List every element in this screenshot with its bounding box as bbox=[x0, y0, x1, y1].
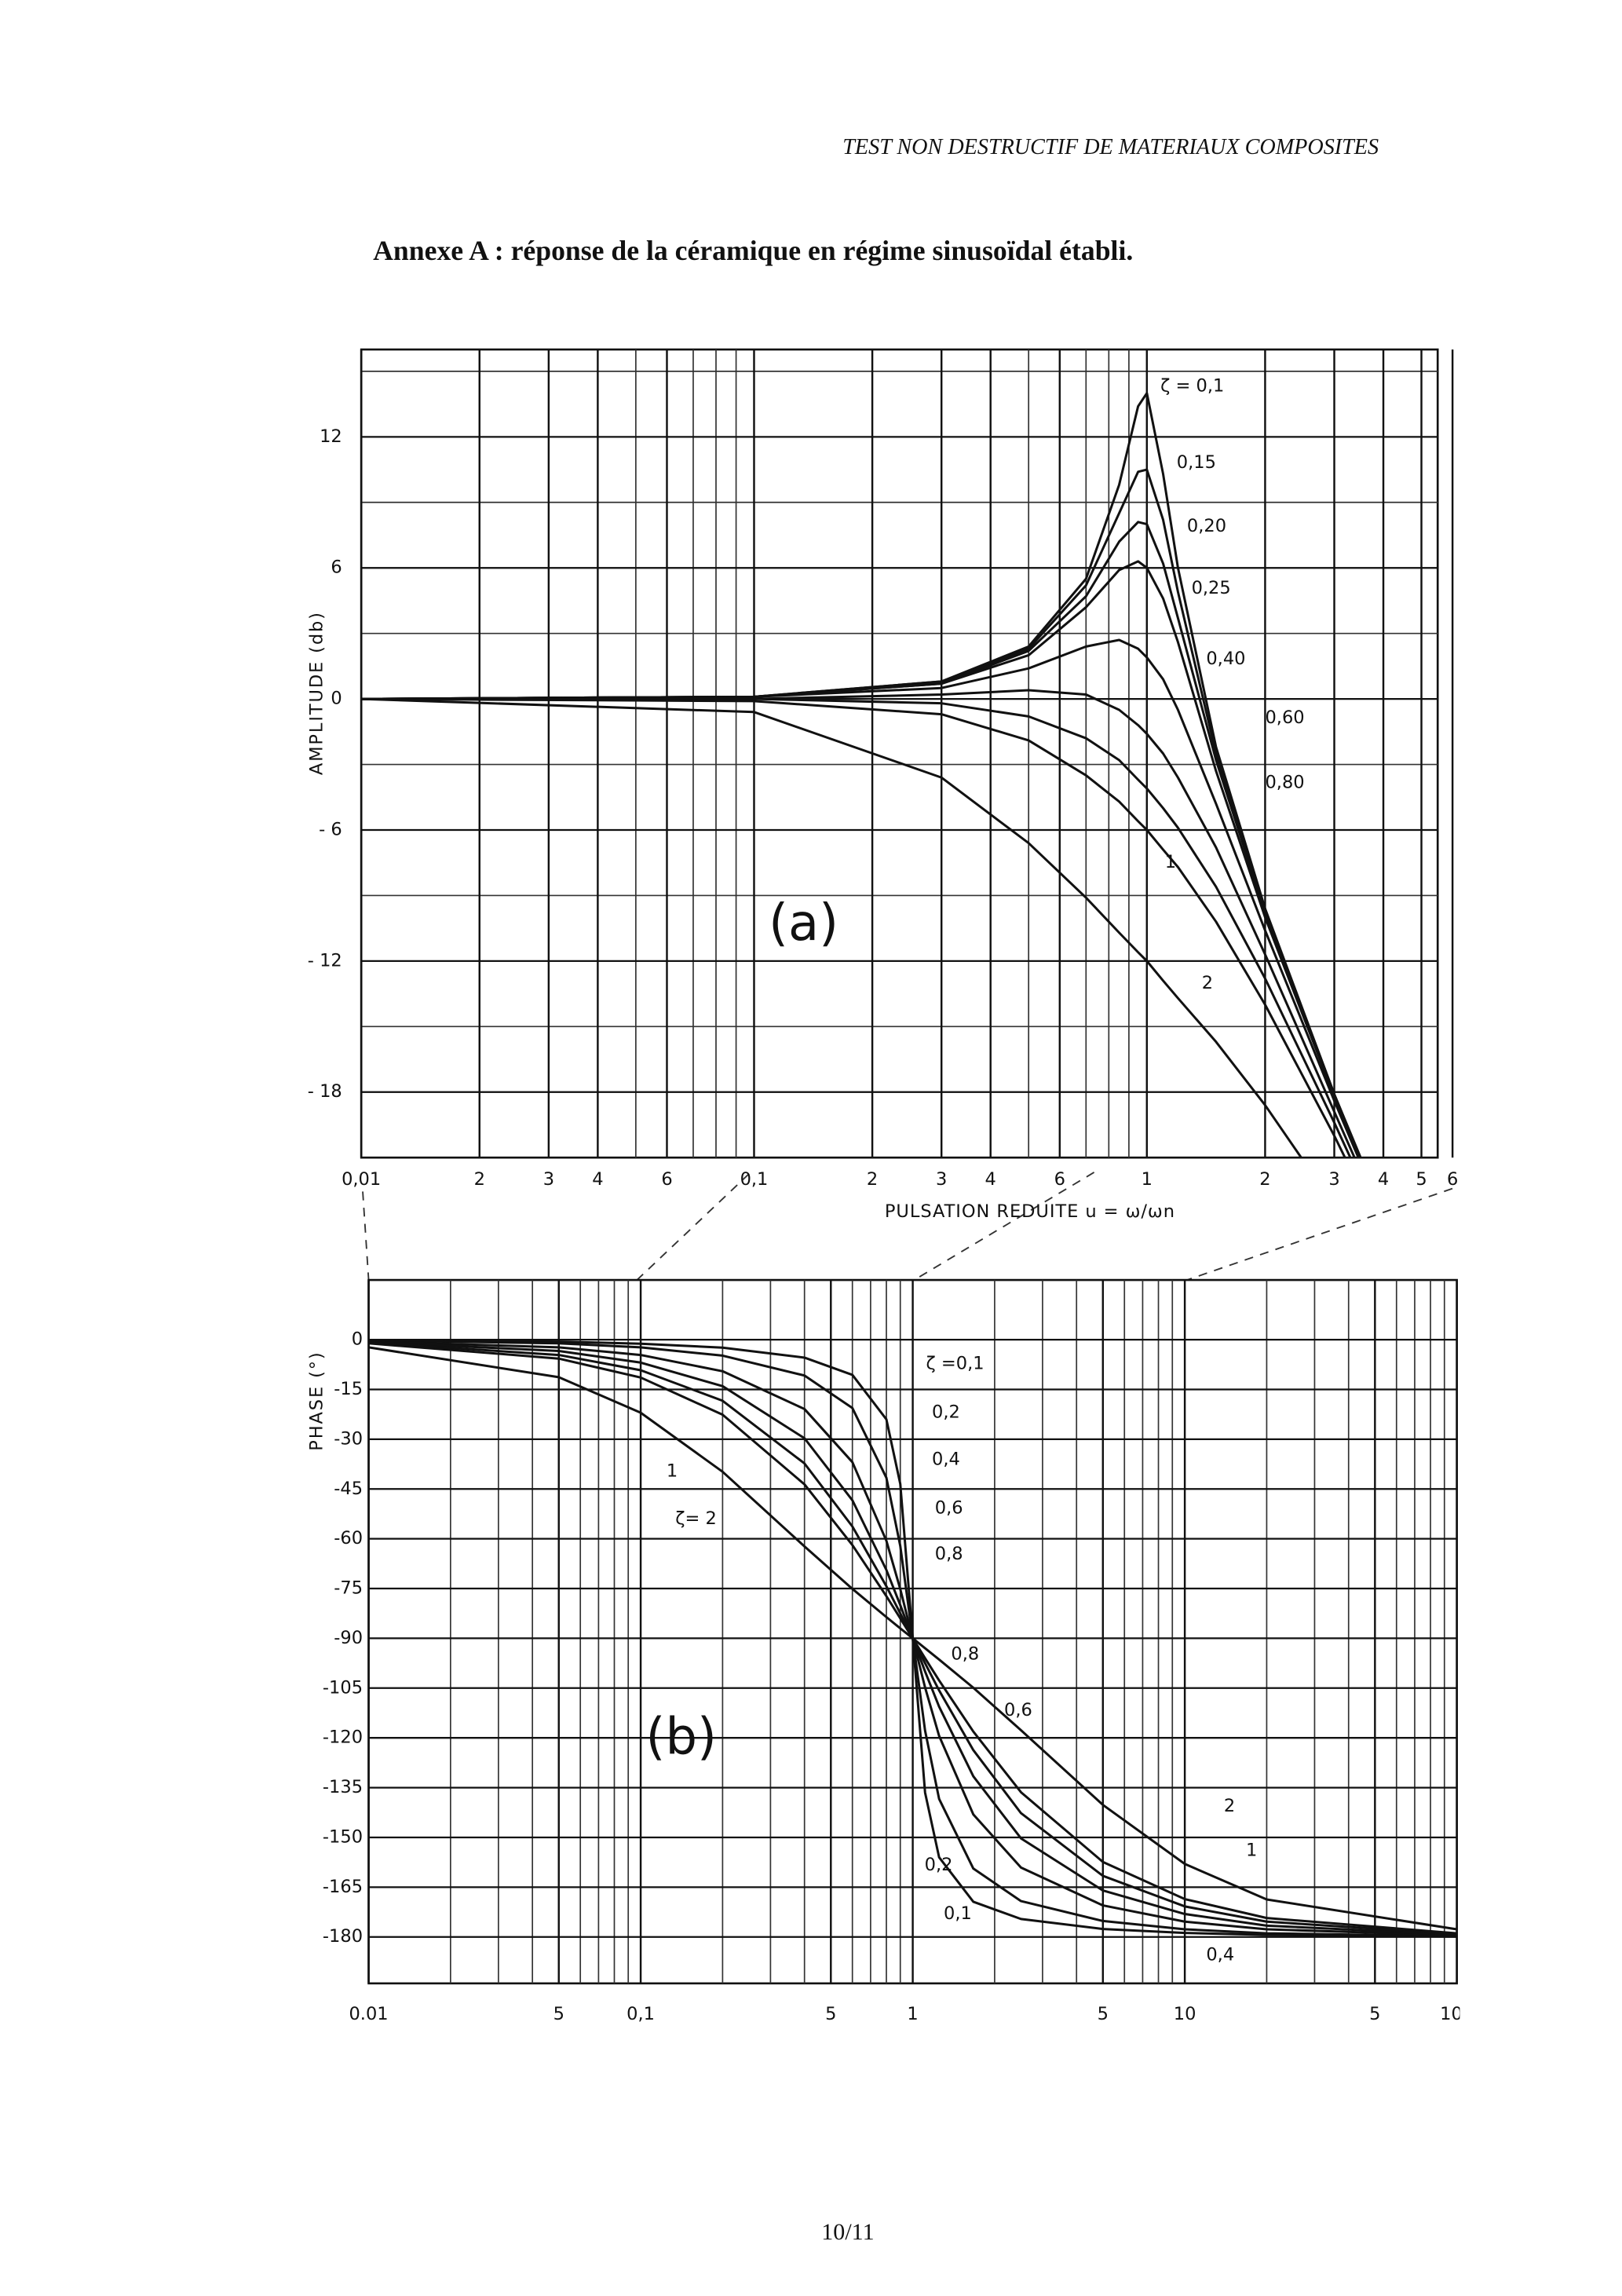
y-tick-label: - 12 bbox=[308, 950, 342, 971]
x-tick-label: 3 bbox=[543, 1169, 554, 1190]
panel-label: (b) bbox=[646, 1709, 717, 1767]
x-tick-label: 3 bbox=[1328, 1169, 1339, 1190]
series-line bbox=[361, 560, 1361, 1158]
x-tick-label: 2 bbox=[474, 1169, 485, 1190]
x-tick-label: 5 bbox=[1416, 1169, 1427, 1190]
y-tick-label: 6 bbox=[331, 558, 342, 578]
y-tick-label: -90 bbox=[334, 1628, 363, 1648]
connector bbox=[1186, 1187, 1453, 1281]
series-label: 0,25 bbox=[1192, 578, 1231, 598]
x-tick-label: 0,1 bbox=[740, 1169, 769, 1190]
x-tick-label: 5 bbox=[1098, 2004, 1109, 2024]
y-tick-label: -135 bbox=[323, 1777, 363, 1797]
curve-annotation: 0,2 bbox=[925, 1855, 953, 1875]
x-tick-label: 4 bbox=[1378, 1169, 1389, 1190]
y-tick-label: 0 bbox=[352, 1329, 363, 1350]
y-tick-label: -165 bbox=[323, 1877, 363, 1897]
curve-annotation: 0,6 bbox=[1004, 1700, 1032, 1720]
series-line bbox=[361, 697, 1352, 1158]
series-group bbox=[361, 392, 1362, 1158]
series-label: 0,4 bbox=[932, 1450, 960, 1470]
series-line bbox=[361, 697, 1346, 1158]
x-tick-label: 3 bbox=[936, 1169, 947, 1190]
series-label: 1 bbox=[667, 1461, 678, 1482]
plot-frame bbox=[360, 348, 1439, 1159]
connector bbox=[636, 1173, 750, 1281]
series-label: 0,60 bbox=[1265, 707, 1304, 728]
series-line bbox=[361, 638, 1360, 1158]
curve-annotation: 2 bbox=[1224, 1796, 1235, 1816]
y-tick-label: -105 bbox=[323, 1677, 363, 1698]
x-tick-labels: 0,01 2 3 4 6 0,1 2 3 4 6 1 2 3 4 5 6 bbox=[342, 1169, 1458, 1190]
series-label: 0,15 bbox=[1177, 452, 1216, 473]
x-tick-label: 0,1 bbox=[627, 2004, 655, 2024]
series-group bbox=[368, 1339, 1457, 1938]
connector bbox=[913, 1172, 1095, 1281]
series-line bbox=[368, 1346, 1457, 1931]
series-line bbox=[361, 689, 1356, 1158]
series-label: 0,20 bbox=[1187, 516, 1226, 536]
x-tick-label: 0,01 bbox=[342, 1169, 381, 1190]
plot bbox=[360, 348, 1454, 1159]
y-axis-label: PHASE (°) bbox=[306, 1351, 327, 1450]
x-tick-label: 2 bbox=[867, 1169, 878, 1190]
y-tick-label: -180 bbox=[323, 1926, 363, 1947]
series-label: 1 bbox=[1165, 852, 1176, 872]
x-tick-label: 5 bbox=[553, 2004, 564, 2024]
x-tick-label: 6 bbox=[1054, 1169, 1065, 1190]
y-tick-label: -150 bbox=[323, 1826, 363, 1847]
series-line bbox=[361, 697, 1303, 1158]
series-label: ζ= 2 bbox=[675, 1508, 717, 1529]
x-tick-label: 0.01 bbox=[349, 2004, 388, 2024]
plot bbox=[367, 1278, 1458, 1985]
x-tick-label: 6 bbox=[661, 1169, 672, 1190]
y-axis-label: AMPLITUDE (db) bbox=[306, 611, 327, 775]
y-tick-label: -120 bbox=[323, 1727, 363, 1748]
series-label: ζ = 0,1 bbox=[1160, 376, 1224, 397]
series-label: ζ =0,1 bbox=[926, 1354, 984, 1374]
curve-annotation: 0,4 bbox=[1206, 1945, 1234, 1965]
x-tick-label: 1 bbox=[1142, 1169, 1153, 1190]
x-tick-label: 100 bbox=[1440, 2004, 1474, 2024]
connector-lines bbox=[362, 1172, 1453, 1281]
series-label: 0,8 bbox=[935, 1544, 963, 1564]
curve-annotation: 1 bbox=[1246, 1840, 1257, 1860]
y-tick-label: - 6 bbox=[319, 819, 342, 839]
x-tick-label: 1 bbox=[907, 2004, 918, 2024]
panel-label: (a) bbox=[769, 894, 838, 952]
y-tick-label: -60 bbox=[334, 1528, 363, 1548]
series-label: 2 bbox=[1202, 973, 1213, 993]
x-axis-label: PULSATION REDUITE u = ω/ωn bbox=[885, 1201, 1175, 1222]
connector bbox=[362, 1191, 370, 1281]
x-tick-label: 5 bbox=[1369, 2004, 1380, 2024]
series-label: 0,6 bbox=[935, 1498, 963, 1519]
x-tick-label: 6 bbox=[1447, 1169, 1458, 1190]
running-header: TEST NON DESTRUCTIF DE MATERIAUX COMPOSI… bbox=[842, 135, 1379, 159]
x-tick-label: 4 bbox=[985, 1169, 996, 1190]
curve-annotation: 0,1 bbox=[944, 1903, 972, 1924]
y-tick-label: -45 bbox=[334, 1479, 363, 1499]
page-title: Annexe A : réponse de la céramique en ré… bbox=[373, 235, 1133, 266]
y-tick-label: -30 bbox=[334, 1428, 363, 1449]
x-tick-labels: 0.01 5 0,1 5 1 5 10 5 100 bbox=[349, 2004, 1474, 2024]
x-tick-label: 10 bbox=[1174, 2004, 1196, 2024]
y-tick-label: 12 bbox=[320, 426, 342, 447]
series-label: 0,80 bbox=[1265, 773, 1304, 793]
x-tick-label: 2 bbox=[1259, 1169, 1270, 1190]
y-tick-label: -75 bbox=[334, 1578, 363, 1599]
y-tick-label: 0 bbox=[331, 689, 342, 709]
y-tick-label: - 18 bbox=[308, 1081, 342, 1102]
x-tick-label: 5 bbox=[825, 2004, 836, 2024]
series-label: 0,40 bbox=[1206, 649, 1245, 669]
y-tick-label: -15 bbox=[334, 1379, 363, 1399]
x-tick-label: 4 bbox=[592, 1169, 603, 1190]
series-label: 0,2 bbox=[932, 1402, 960, 1423]
curve-annotation: 0,8 bbox=[951, 1644, 979, 1665]
page-number: 10/11 bbox=[821, 2219, 874, 2245]
